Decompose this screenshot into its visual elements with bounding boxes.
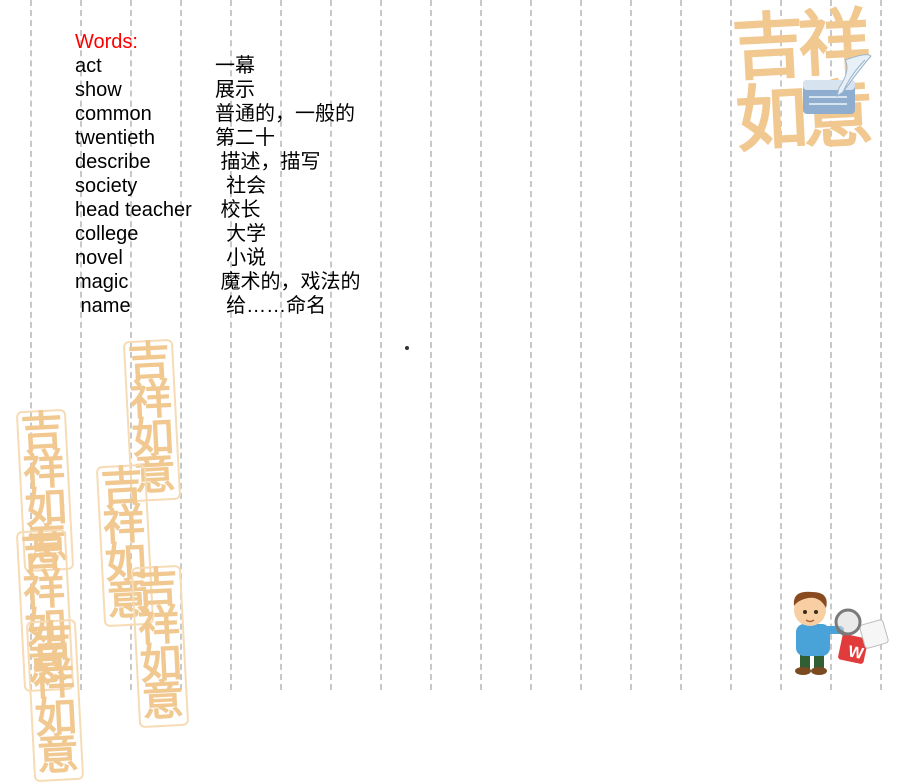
seal-stamp-small: 吉祥如意 xyxy=(26,619,84,782)
vocab-row: twentieth第二十 xyxy=(75,126,361,150)
vocab-chinese: 普通的，一般的 xyxy=(215,102,355,126)
vocab-english: college xyxy=(75,222,215,246)
vocab-row: college 大学 xyxy=(75,222,361,246)
guide-line xyxy=(580,0,582,690)
vocab-chinese: 给……命名 xyxy=(215,294,326,318)
vocab-chinese: 魔术的，戏法的 xyxy=(215,270,361,294)
vocab-chinese: 展示 xyxy=(215,78,255,102)
vocab-english: name xyxy=(75,294,215,318)
guide-line xyxy=(530,0,532,690)
vocab-english: twentieth xyxy=(75,126,215,150)
vocab-row: society 社会 xyxy=(75,174,361,198)
heading: Words: xyxy=(75,30,361,54)
vocab-row: describe 描述，描写 xyxy=(75,150,361,174)
seal-stamp-small: 吉祥如意 xyxy=(131,565,189,729)
vocab-english: act xyxy=(75,54,215,78)
vocab-row: act一幕 xyxy=(75,54,361,78)
vocab-rows: act一幕show展示common普通的，一般的twentieth第二十desc… xyxy=(75,54,361,318)
bullet-dot xyxy=(405,346,409,350)
cartoon-boy-icon: W xyxy=(770,580,890,680)
vocab-row: name 给……命名 xyxy=(75,294,361,318)
vocab-chinese: 校长 xyxy=(215,198,261,222)
vocab-english: describe xyxy=(75,150,215,174)
vocab-english: common xyxy=(75,102,215,126)
guide-line xyxy=(480,0,482,690)
vocab-english: magic xyxy=(75,270,215,294)
vocab-chinese: 社会 xyxy=(215,174,266,198)
vocab-row: novel 小说 xyxy=(75,246,361,270)
vocab-english: novel xyxy=(75,246,215,270)
vocab-english: show xyxy=(75,78,215,102)
vocab-row: magic 魔术的，戏法的 xyxy=(75,270,361,294)
guide-line xyxy=(430,0,432,690)
vocab-english: head teacher xyxy=(75,198,215,222)
vocab-row: common普通的，一般的 xyxy=(75,102,361,126)
vocab-chinese: 第二十 xyxy=(215,126,275,150)
vocab-chinese: 大学 xyxy=(215,222,266,246)
vocab-row: head teacher 校长 xyxy=(75,198,361,222)
vocab-english: society xyxy=(75,174,215,198)
vocab-chinese: 小说 xyxy=(215,246,266,270)
guide-line xyxy=(630,0,632,690)
guide-line xyxy=(680,0,682,690)
guide-line xyxy=(380,0,382,690)
vocab-chinese: 一幕 xyxy=(215,54,255,78)
feather-notepad-icon xyxy=(785,52,875,127)
vocab-chinese: 描述，描写 xyxy=(215,150,321,174)
vocabulary-block: Words: act一幕show展示common普通的，一般的twentieth… xyxy=(75,30,361,318)
vocab-row: show展示 xyxy=(75,78,361,102)
